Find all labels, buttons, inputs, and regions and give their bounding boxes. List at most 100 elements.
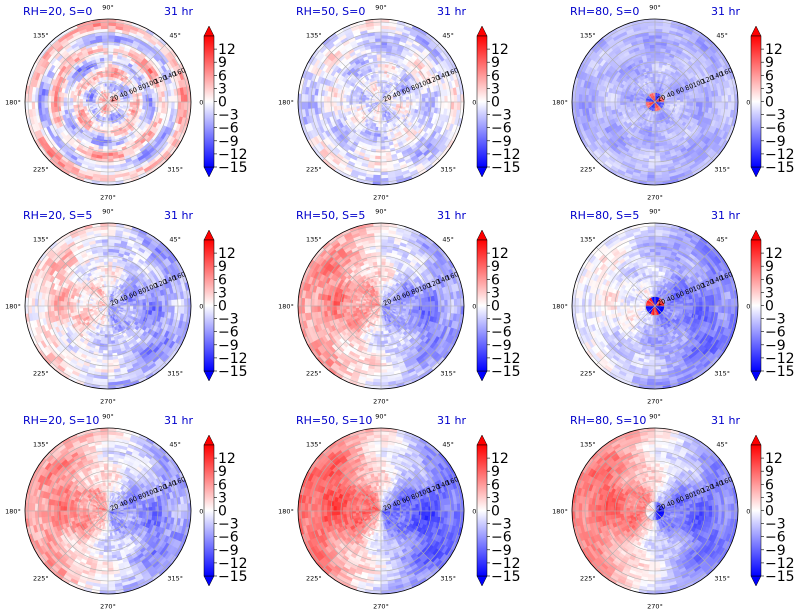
colorbar-tick-label: −9 — [491, 543, 512, 559]
panel-title: RH=80, S=0 — [570, 5, 639, 18]
panel-time-label: 31 hr — [437, 5, 466, 18]
radial-tick-label: 80 — [137, 491, 148, 502]
radial-tick-label: 40 — [118, 498, 129, 509]
angle-tick-label: 315° — [714, 575, 730, 583]
colorbar-tick-label: −15 — [491, 160, 521, 176]
colorbar-tick-label: 3 — [765, 490, 774, 506]
angle-tick-label: 180° — [5, 508, 21, 516]
panel-time-label: 31 hr — [164, 5, 193, 18]
radial-tick-label: 80 — [684, 286, 695, 297]
angle-tick-label: 180° — [278, 303, 294, 311]
colorbar-tick-label: −9 — [765, 134, 786, 150]
angle-tick-label: 315° — [167, 370, 183, 378]
angle-tick-label: 45° — [169, 235, 181, 243]
colorbar-extend-min — [750, 575, 762, 587]
colorbar-tick-label: −15 — [218, 364, 248, 380]
angle-tick-label: 0° — [746, 303, 753, 311]
colorbar-tick-label: 3 — [218, 285, 227, 301]
radial-tick-label: 60 — [675, 290, 686, 301]
panel-title: RH=20, S=0 — [23, 5, 92, 18]
angle-tick-label: 135° — [33, 235, 49, 243]
radial-tick-label: 20 — [382, 502, 393, 513]
colorbar-tick-label: −6 — [218, 530, 239, 546]
panel-5: 0°45°90°135°180°225°270°315°204060801001… — [278, 208, 520, 406]
panel-title: RH=80, S=5 — [570, 209, 639, 222]
colorbar-tick-label: 3 — [491, 81, 500, 97]
radial-tick-label: 20 — [109, 93, 120, 104]
radial-tick-label: 60 — [128, 290, 139, 301]
colorbar-extend-min — [750, 166, 762, 178]
colorbar-tick-label: −6 — [491, 530, 512, 546]
colorbar-tick-label: 9 — [765, 259, 774, 275]
colorbar-gradient — [476, 239, 488, 372]
panel-8: 0°45°90°135°180°225°270°315°204060801001… — [278, 413, 520, 611]
angle-tick-label: 270° — [373, 398, 389, 406]
colorbar-tick-label: 6 — [765, 68, 774, 84]
angle-tick-label: 90° — [375, 4, 387, 12]
panel-time-label: 31 hr — [711, 414, 740, 427]
radial-tick-label: 40 — [391, 498, 402, 509]
radial-tick-label: 20 — [656, 93, 667, 104]
colorbar-extend-min — [476, 575, 488, 587]
angle-tick-label: 315° — [440, 575, 456, 583]
angle-tick-label: 315° — [167, 166, 183, 174]
radial-tick-label: 80 — [410, 286, 421, 297]
colorbar-extend-min — [203, 166, 215, 178]
angle-tick-label: 135° — [306, 235, 322, 243]
angle-tick-label: 225° — [33, 575, 49, 583]
radial-tick-label: 40 — [118, 89, 129, 100]
colorbar-tick-label: −9 — [218, 134, 239, 150]
angle-tick-label: 45° — [442, 440, 454, 448]
panel-time-label: 31 hr — [437, 209, 466, 222]
colorbar-tick-label: −6 — [765, 121, 786, 137]
panel-title: RH=80, S=10 — [570, 414, 646, 427]
polar-frame — [24, 222, 192, 390]
panel-title: RH=50, S=5 — [296, 209, 365, 222]
colorbar-tick-label: 6 — [491, 477, 500, 493]
colorbar-tick-label: −12 — [765, 556, 795, 572]
colorbar-tick-label: −6 — [218, 121, 239, 137]
angle-tick-label: 270° — [373, 603, 389, 611]
colorbar-tick-label: −15 — [765, 160, 795, 176]
colorbar-tick-label: −12 — [765, 147, 795, 163]
radial-tick-label: 40 — [665, 498, 676, 509]
angle-tick-label: 315° — [167, 575, 183, 583]
angle-tick-label: 225° — [580, 370, 596, 378]
colorbar-tick-label: −3 — [491, 108, 512, 124]
colorbar-tick-label: −15 — [491, 569, 521, 585]
colorbar-gradient — [203, 35, 215, 168]
radial-tick-label: 40 — [118, 293, 129, 304]
angle-tick-label: 180° — [552, 303, 568, 311]
polar-grid-4 — [25, 223, 191, 389]
colorbar-tick-label: 0 — [218, 504, 227, 520]
colorbar-tick-label: 6 — [218, 477, 227, 493]
colorbar-tick-label: −9 — [765, 338, 786, 354]
radial-tick-label: 60 — [128, 86, 139, 97]
colorbar-tick-label: 9 — [491, 464, 500, 480]
angle-tick-label: 225° — [306, 370, 322, 378]
angle-tick-label: 225° — [580, 575, 596, 583]
angle-tick-label: 135° — [306, 440, 322, 448]
radial-tick-label: 60 — [128, 495, 139, 506]
panel-title: RH=20, S=10 — [23, 414, 99, 427]
radial-tick-label: 20 — [656, 297, 667, 308]
angle-tick-label: 225° — [33, 370, 49, 378]
colorbar-gradient — [750, 35, 762, 168]
panel-9: 0°45°90°135°180°225°270°315°204060801001… — [552, 413, 794, 611]
colorbar-gradient — [203, 239, 215, 372]
angle-tick-label: 135° — [33, 440, 49, 448]
colorbar-tick-label: −15 — [218, 569, 248, 585]
angle-tick-label: 270° — [647, 194, 663, 202]
panel-title: RH=50, S=0 — [296, 5, 365, 18]
colorbar-tick-label: 9 — [218, 259, 227, 275]
panel-time-label: 31 hr — [164, 209, 193, 222]
radial-tick-label: 60 — [675, 495, 686, 506]
angle-tick-label: 315° — [440, 370, 456, 378]
colorbar-tick-label: 0 — [491, 504, 500, 520]
angle-tick-label: 225° — [33, 166, 49, 174]
radial-tick-label: 20 — [382, 93, 393, 104]
colorbar-tick-label: 6 — [765, 477, 774, 493]
